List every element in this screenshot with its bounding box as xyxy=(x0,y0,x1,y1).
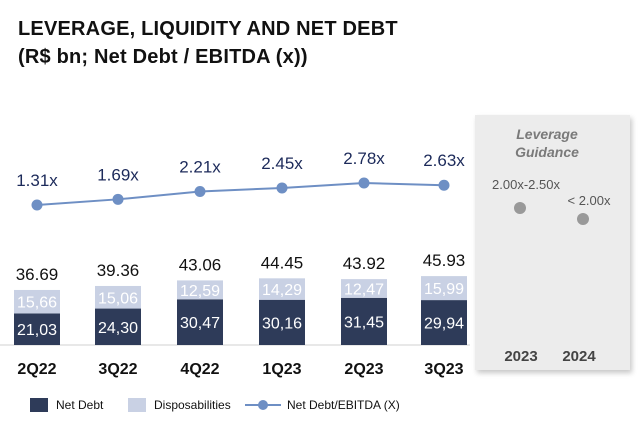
legend-disposabilities: Disposabilities xyxy=(128,396,231,414)
ratio-point xyxy=(194,186,206,198)
guidance-title-line1: Leverage xyxy=(516,126,578,142)
bar-net-debt xyxy=(14,313,60,345)
bar-net-debt xyxy=(259,299,305,345)
ratio-label: 2.45x xyxy=(261,154,303,173)
bar-total-label: 43.92 xyxy=(343,254,386,273)
bar-net-debt-label: 30,16 xyxy=(262,315,302,332)
bar-net-debt xyxy=(341,297,387,345)
category-label: 3Q23 xyxy=(424,361,463,378)
guidance-label-2023: 2.00x-2.50x xyxy=(492,177,560,192)
legend-ratio-label: Net Debt/EBITDA (X) xyxy=(287,398,400,412)
bar-disposabilities-label: 12,59 xyxy=(180,283,220,300)
legend-disposabilities-swatch xyxy=(128,398,146,412)
ratio-point xyxy=(358,177,370,189)
bar-disposabilities xyxy=(177,280,223,300)
category-label: 2Q22 xyxy=(17,361,56,378)
bar-total-label: 44.45 xyxy=(261,253,304,272)
bar-disposabilities-label: 12,47 xyxy=(344,281,384,298)
ratio-point xyxy=(276,182,288,194)
bar-net-debt-label: 24,30 xyxy=(98,320,138,337)
ratio-point xyxy=(112,193,124,205)
guidance-panel xyxy=(475,115,630,370)
bar-total-label: 43.06 xyxy=(179,255,222,274)
bar-net-debt xyxy=(177,299,223,345)
legend-ratio-marker xyxy=(245,400,281,410)
legend-disposabilities-label: Disposabilities xyxy=(154,398,231,412)
ratio-label: 1.69x xyxy=(97,165,139,184)
ratio-point xyxy=(438,179,450,191)
guidance-label-2024: < 2.00x xyxy=(567,193,611,208)
bar-disposabilities-label: 15,99 xyxy=(424,281,464,298)
legend-net-debt-swatch xyxy=(30,398,48,412)
legend-ratio: Net Debt/EBITDA (X) xyxy=(245,396,400,414)
bar-disposabilities-label: 15,66 xyxy=(17,295,57,312)
category-label: 3Q22 xyxy=(98,361,137,378)
bar-net-debt-label: 31,45 xyxy=(344,314,384,331)
bar-disposabilities-label: 14,29 xyxy=(262,282,302,299)
bar-disposabilities-label: 15,06 xyxy=(98,290,138,307)
bar-net-debt xyxy=(421,300,467,345)
bar-disposabilities xyxy=(95,285,141,309)
bar-disposabilities xyxy=(259,278,305,300)
bar-disposabilities xyxy=(421,276,467,301)
category-label: 4Q22 xyxy=(180,361,219,378)
ratio-label: 1.31x xyxy=(16,171,58,190)
ratio-label: 2.21x xyxy=(179,158,221,177)
ratio-label: 2.63x xyxy=(423,151,465,170)
category-label: 2Q23 xyxy=(344,361,383,378)
guidance-year-2024: 2024 xyxy=(562,348,596,365)
ratio-point xyxy=(31,199,43,211)
ratio-label: 2.78x xyxy=(343,149,385,168)
legend-net-debt-label: Net Debt xyxy=(56,398,104,412)
category-label: 1Q23 xyxy=(262,361,301,378)
guidance-title-line2: Guidance xyxy=(515,144,579,160)
guidance-year-2023: 2023 xyxy=(504,348,537,365)
bar-total-label: 36.69 xyxy=(16,265,59,284)
bar-disposabilities xyxy=(341,279,387,298)
chart-title: LEVERAGE, LIQUIDITY AND NET DEBT xyxy=(18,18,398,40)
chart-subtitle: (R$ bn; Net Debt / EBITDA (x)) xyxy=(18,46,308,68)
ratio-line xyxy=(36,181,445,206)
legend-net-debt: Net Debt xyxy=(30,396,103,414)
bar-total-label: 39.36 xyxy=(97,261,140,280)
bar-net-debt xyxy=(95,308,141,345)
guidance-point-2023 xyxy=(514,202,526,214)
bar-net-debt-label: 29,94 xyxy=(424,316,464,333)
bar-net-debt-label: 21,03 xyxy=(17,322,57,339)
bar-net-debt-label: 30,47 xyxy=(180,315,220,332)
bar-disposabilities xyxy=(14,289,60,314)
guidance-point-2024 xyxy=(577,213,589,225)
bar-total-label: 45.93 xyxy=(423,251,466,270)
